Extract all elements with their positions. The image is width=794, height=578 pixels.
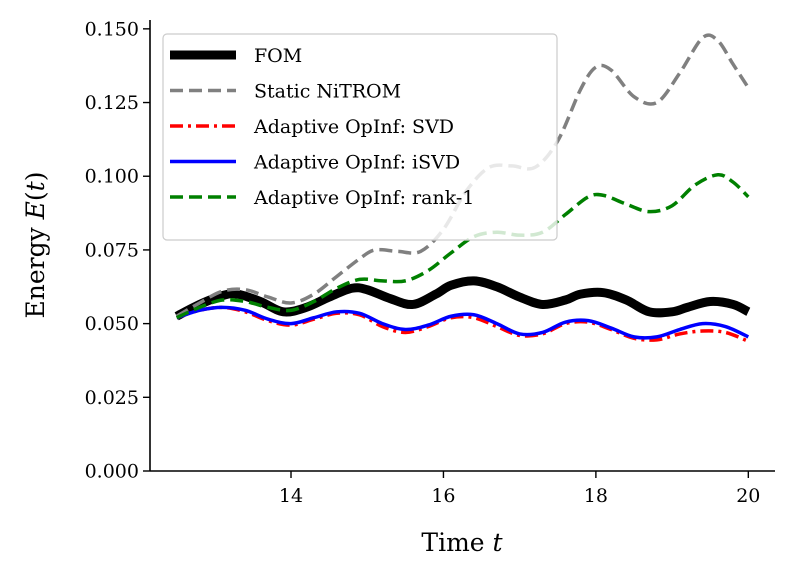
legend-label-2: Static NiTROM — [254, 81, 401, 103]
legend-box — [162, 33, 558, 241]
x-tick-label: 20 — [736, 485, 760, 507]
x-tick-label: 16 — [431, 485, 455, 507]
y-tick-label: 0.100 — [85, 166, 139, 188]
series-line-1 — [174, 276, 751, 321]
legend: FOM Static NiTROM Adaptive OpInf: SVD Adapt… — [162, 33, 558, 241]
y-tick-label: 0.150 — [85, 18, 139, 40]
y-tick-label: 0.125 — [85, 92, 139, 114]
y-tick-label: 0.000 — [85, 461, 139, 483]
series-line-5 — [175, 172, 750, 320]
series-line-4 — [176, 305, 750, 340]
y-axis-label: Energy E(t) — [21, 172, 50, 319]
legend-label-5: Adaptive OpInf: rank-1 — [253, 187, 474, 209]
legend-label-4: Adaptive OpInf: iSVD — [253, 152, 460, 174]
x-tick-label: 14 — [279, 485, 303, 507]
legend-label-1: FOM — [254, 45, 302, 67]
x-tick-label: 18 — [584, 485, 608, 507]
y-tick-label: 0.050 — [85, 313, 139, 335]
y-tick-label: 0.025 — [85, 387, 139, 409]
y-tick-label: 0.075 — [85, 239, 139, 261]
legend-label-3: Adaptive OpInf: SVD — [253, 116, 454, 138]
x-axis-label: Time t — [421, 528, 503, 557]
